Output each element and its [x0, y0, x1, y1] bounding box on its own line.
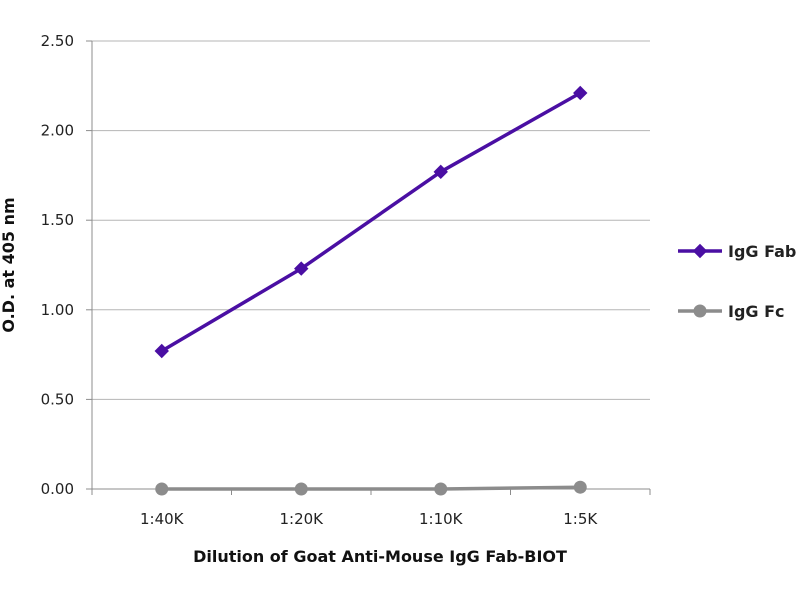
series-igg-fab	[154, 85, 588, 359]
data-point-igg-fc	[294, 482, 308, 496]
y-tick-label: 1.50	[41, 211, 74, 229]
series-group	[154, 85, 588, 496]
x-axis-title: Dilution of Goat Anti-Mouse IgG Fab-BIOT	[193, 547, 567, 566]
series-igg-fc	[155, 480, 587, 496]
data-point-igg-fab	[154, 343, 169, 359]
x-tick-label: 1:20K	[279, 510, 324, 528]
data-point-igg-fc	[155, 482, 169, 496]
y-axis-ticks: 0.00 0.50 1.00 1.50 2.00 2.50	[41, 32, 93, 498]
legend-label: IgG Fc	[728, 302, 785, 321]
y-tick-label: 1.00	[41, 301, 74, 319]
legend-item-igg-fab: IgG Fab	[678, 242, 796, 261]
legend-marker	[692, 243, 708, 259]
y-tick-label: 0.50	[41, 390, 74, 408]
x-tick-label: 1:40K	[140, 510, 185, 528]
data-point-igg-fab	[294, 261, 309, 276]
x-axis: 1:40K 1:20K 1:10K 1:5K	[91, 488, 651, 528]
y-tick-label: 2.00	[41, 122, 74, 140]
series-line-igg-fc	[161, 485, 581, 491]
data-point-igg-fc	[434, 482, 448, 496]
legend-label: IgG Fab	[728, 242, 796, 261]
data-point-igg-fab	[433, 164, 448, 180]
x-tick-label: 1:5K	[563, 510, 598, 528]
data-point-igg-fab	[573, 85, 588, 101]
y-tick-label: 0.00	[41, 480, 74, 498]
series-line-igg-fab	[160, 91, 582, 353]
legend-item-igg-fc: IgG Fc	[678, 302, 785, 321]
legend: IgG Fab IgG Fc	[678, 242, 796, 321]
y-axis-title: O.D. at 405 nm	[0, 197, 18, 332]
x-tick-label: 1:10K	[419, 510, 464, 528]
legend-marker	[693, 304, 707, 318]
data-point-igg-fc	[573, 480, 587, 494]
y-tick-label: 2.50	[41, 32, 74, 50]
